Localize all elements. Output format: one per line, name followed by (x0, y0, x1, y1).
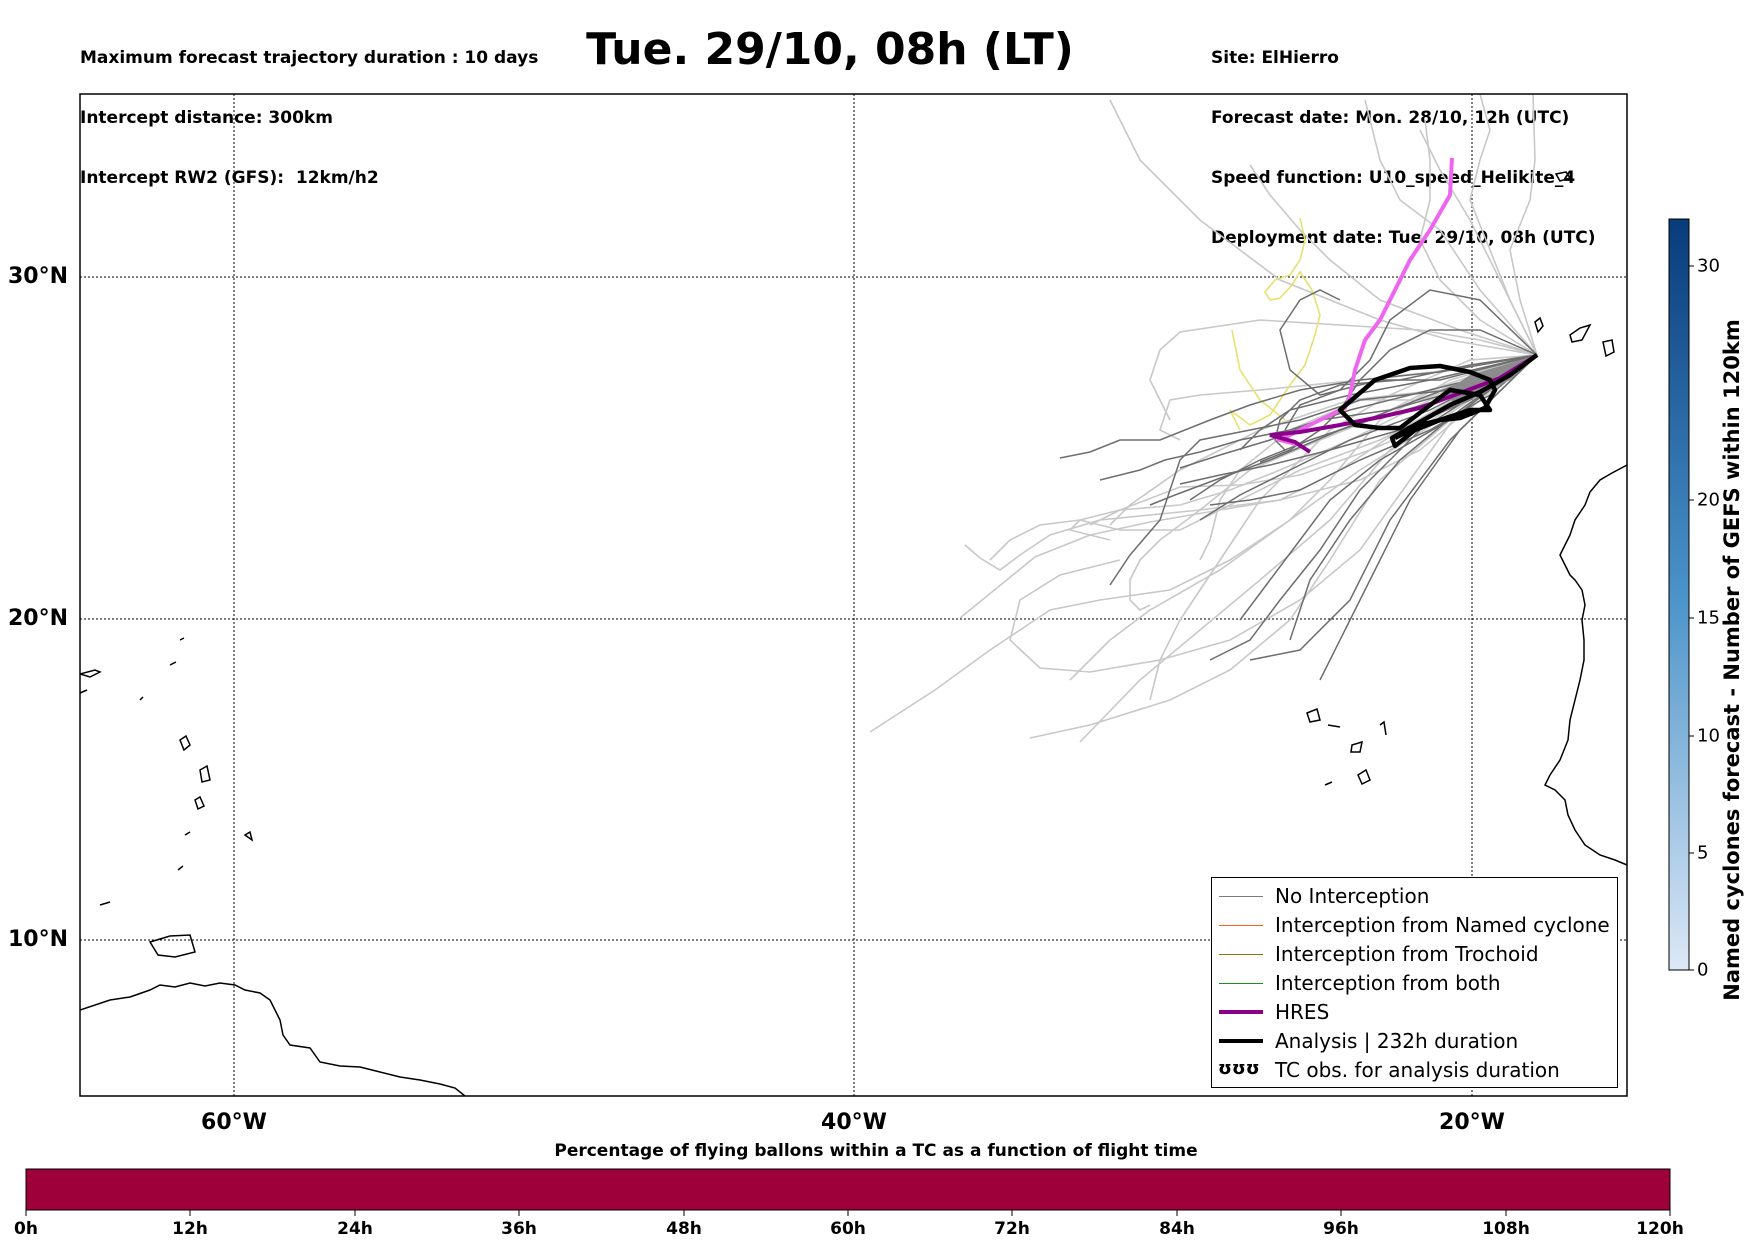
info-site: Site: ElHierro (1211, 48, 1339, 68)
cb-tick-120h: 120h (1636, 1219, 1684, 1239)
vertical-colorbar-fill (1668, 218, 1690, 971)
legend-item-both: Interception from both (1212, 969, 1617, 997)
legend-item-no-interception: No Interception (1212, 882, 1617, 910)
map-frame (79, 93, 1628, 1097)
islands-antilles (99, 637, 254, 906)
vcb-tick-30: 30 (1697, 255, 1720, 277)
lat-label-30n: 30°N (8, 264, 69, 289)
cb-tick-108h: 108h (1482, 1219, 1530, 1239)
lon-label-60w: 60°W (201, 1110, 267, 1135)
track-hres-light (1274, 157, 1454, 447)
cb-tick-24h: 24h (337, 1219, 373, 1239)
islands-cape-verde (1306, 707, 1387, 786)
legend-label: Interception from Named cyclone (1275, 913, 1610, 937)
legend-label: HRES (1275, 1000, 1330, 1024)
track-yellow (1229, 217, 1321, 431)
island-madeira (1554, 171, 1572, 182)
island-canaries-3 (1602, 339, 1615, 358)
ensemble-tracks-light (869, 94, 1538, 743)
island-canaries-2 (1569, 323, 1592, 343)
info-forecast-date: Forecast date: Mon. 28/10, 12h (UTC) (1211, 108, 1570, 128)
legend-item-named-cyclone: Interception from Named cyclone (1212, 911, 1617, 939)
info-right: Site: ElHierro Forecast date: Mon. 28/10… (1211, 8, 1596, 268)
tracks-no-interception (1059, 289, 1538, 681)
cb-tick-96h: 96h (1323, 1219, 1359, 1239)
legend-item-analysis: Analysis | 232h duration (1212, 1027, 1617, 1055)
cb-tick-48h: 48h (666, 1219, 702, 1239)
legend-label: TC obs. for analysis duration (1275, 1058, 1560, 1082)
vertical-colorbar (1668, 218, 1694, 971)
page-title: Tue. 29/10, 08h (LT) (586, 24, 1074, 75)
legend-label: Interception from both (1275, 971, 1501, 995)
legend-item-tc-obs: ʊʊʊ TC obs. for analysis duration (1212, 1056, 1617, 1084)
island-canaries-1 (1534, 316, 1544, 334)
legend-item-trochoid: Interception from Trochoid (1212, 940, 1617, 968)
cb-tick-72h: 72h (994, 1219, 1030, 1239)
legend-label: Analysis | 232h duration (1275, 1029, 1519, 1053)
legend-item-hres: HRES (1212, 998, 1617, 1026)
track-hres (1269, 353, 1539, 454)
info-duration: Maximum forecast trajectory duration : 1… (80, 48, 539, 68)
legend-label: No Interception (1275, 884, 1430, 908)
legend-swatch (1219, 1039, 1263, 1043)
island-trinidad (148, 934, 196, 958)
legend-label: Interception from Trochoid (1275, 942, 1539, 966)
cb-tick-60h: 60h (830, 1219, 866, 1239)
vcb-tick-5: 5 (1697, 842, 1709, 864)
cb-tick-84h: 84h (1159, 1219, 1195, 1239)
legend-swatch (1219, 925, 1263, 926)
coastlines (80, 171, 1627, 1096)
cb-tick-12h: 12h (172, 1219, 208, 1239)
coast-africa (1543, 464, 1627, 866)
track-analysis (1337, 353, 1539, 449)
cb-tick-36h: 36h (501, 1219, 537, 1239)
info-left: Maximum forecast trajectory duration : 1… (80, 8, 538, 208)
vertical-colorbar-label: Named cyclones forecast - Number of GEFS… (1720, 319, 1744, 1001)
lon-label-20w: 20°W (1439, 1110, 1505, 1135)
coast-south-america (80, 982, 466, 1096)
info-intercept-distance: Intercept distance: 300km (80, 108, 333, 128)
legend-swatch (1219, 954, 1263, 955)
bottom-colorbar-fill (25, 1168, 1671, 1211)
vcb-tick-20: 20 (1697, 489, 1720, 511)
bottom-colorbar-caption: Percentage of flying ballons within a TC… (554, 1141, 1198, 1161)
vcb-tick-0: 0 (1697, 959, 1709, 981)
lat-label-20n: 20°N (8, 606, 69, 631)
legend-swatch (1219, 896, 1263, 897)
vcb-tick-15: 15 (1697, 607, 1720, 629)
legend-swatch (1219, 983, 1263, 984)
info-intercept-rw2: Intercept RW2 (GFS): 12km/h2 (80, 168, 379, 188)
bottom-colorbar (25, 1168, 1671, 1216)
legend-swatch (1219, 1010, 1263, 1014)
lat-label-10n: 10°N (8, 927, 69, 952)
cb-tick-0h: 0h (14, 1219, 38, 1239)
tc-obs-icon: ʊʊʊ (1218, 1058, 1260, 1079)
legend: No Interception Interception from Named … (1211, 877, 1618, 1088)
vcb-tick-10: 10 (1697, 725, 1720, 747)
islands-puerto-rico (80, 669, 102, 694)
lon-label-40w: 40°W (821, 1110, 887, 1135)
